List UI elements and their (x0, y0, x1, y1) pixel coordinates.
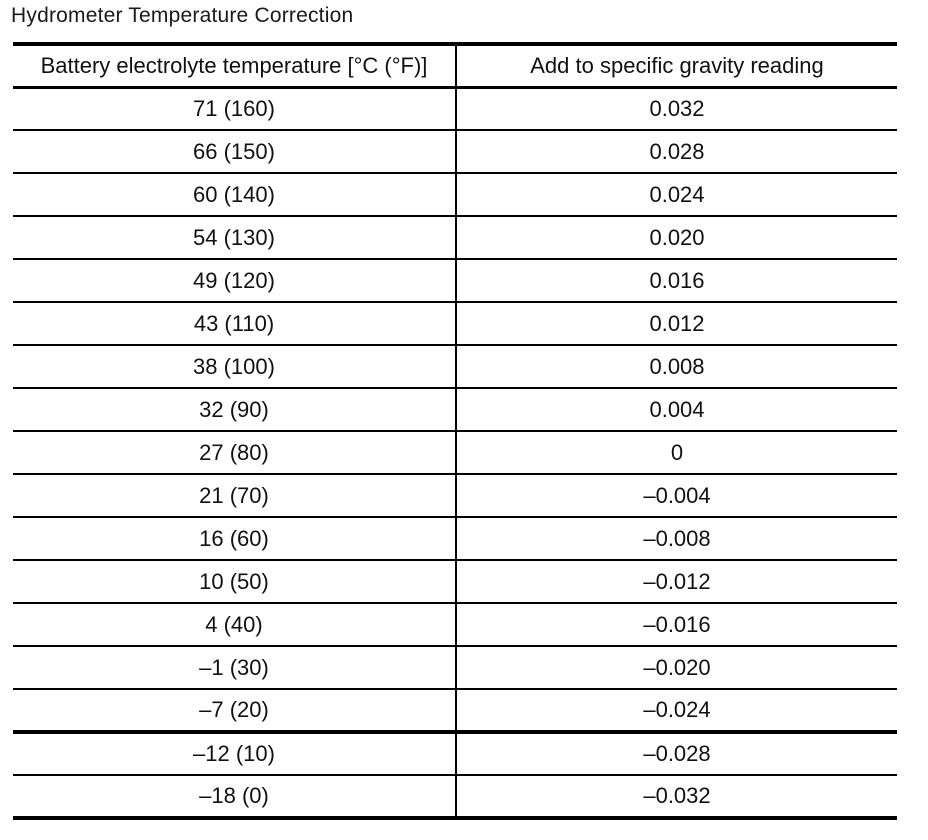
temperature-cell: 16 (60) (13, 517, 457, 561)
table-row: 27 (80) 0 (13, 431, 897, 475)
table-row: 60 (140) 0.024 (13, 173, 897, 217)
table-row: 49 (120) 0.016 (13, 259, 897, 303)
table-row: –12 (10) –0.028 (13, 732, 897, 776)
temperature-cell: 27 (80) (13, 431, 457, 475)
table-row: –1 (30) –0.020 (13, 646, 897, 690)
correction-cell: –0.012 (456, 560, 897, 604)
temperature-cell: 71 (160) (13, 87, 457, 131)
temperature-cell: 49 (120) (13, 259, 457, 303)
correction-cell: 0.004 (456, 388, 897, 432)
temperature-cell: –1 (30) (13, 646, 457, 690)
header-row: Battery electrolyte temperature [°C (°F)… (13, 44, 897, 89)
temperature-cell: 66 (150) (13, 130, 457, 174)
table-row: 43 (110) 0.012 (13, 302, 897, 346)
correction-cell: 0.028 (456, 130, 897, 174)
temperature-cell: 54 (130) (13, 216, 457, 260)
table-row: 4 (40) –0.016 (13, 603, 897, 647)
table-row: 10 (50) –0.012 (13, 560, 897, 604)
temperature-cell: 60 (140) (13, 173, 457, 217)
table-row: 16 (60) –0.008 (13, 517, 897, 561)
column-header-gravity-correction: Add to specific gravity reading (456, 44, 897, 89)
correction-cell: –0.016 (456, 603, 897, 647)
correction-cell: –0.028 (456, 732, 897, 776)
column-header-temperature: Battery electrolyte temperature [°C (°F)… (13, 44, 457, 89)
temperature-cell: 32 (90) (13, 388, 457, 432)
temperature-cell: 21 (70) (13, 474, 457, 518)
hydrometer-correction-table: Battery electrolyte temperature [°C (°F)… (13, 42, 897, 820)
correction-cell: 0.032 (456, 87, 897, 131)
table-row: –18 (0) –0.032 (13, 775, 897, 818)
table-row: 54 (130) 0.020 (13, 216, 897, 260)
temperature-cell: 43 (110) (13, 302, 457, 346)
correction-cell: –0.032 (643, 783, 711, 808)
temperature-cell: 10 (50) (13, 560, 457, 604)
temperature-cell: –18 (0) (13, 775, 457, 818)
table-row: 21 (70) –0.004 (13, 474, 897, 518)
table-row: 32 (90) 0.004 (13, 388, 897, 432)
temperature-cell: –12 (10) (13, 732, 457, 776)
correction-cell: –0.020 (456, 646, 897, 690)
table-row: 66 (150) 0.028 (13, 130, 897, 174)
table-row: –7 (20) –0.024 (13, 689, 897, 734)
correction-cell: 0.008 (456, 345, 897, 389)
table-row: 71 (160) 0.032 (13, 87, 897, 131)
table-title: Hydrometer Temperature Correction (11, 4, 354, 27)
correction-cell: –0.008 (456, 517, 897, 561)
temperature-cell: 4 (40) (13, 603, 457, 647)
table-row: 38 (100) 0.008 (13, 345, 897, 389)
correction-cell: 0.012 (456, 302, 897, 346)
temperature-cell: –7 (20) (13, 689, 457, 734)
correction-cell: 0.016 (456, 259, 897, 303)
correction-cell: 0.020 (456, 216, 897, 260)
correction-cell: 0 (456, 431, 897, 475)
correction-cell: –0.004 (456, 474, 897, 518)
temperature-cell: 38 (100) (13, 345, 457, 389)
correction-cell: 0.024 (456, 173, 897, 217)
correction-cell: –0.024 (456, 689, 897, 734)
